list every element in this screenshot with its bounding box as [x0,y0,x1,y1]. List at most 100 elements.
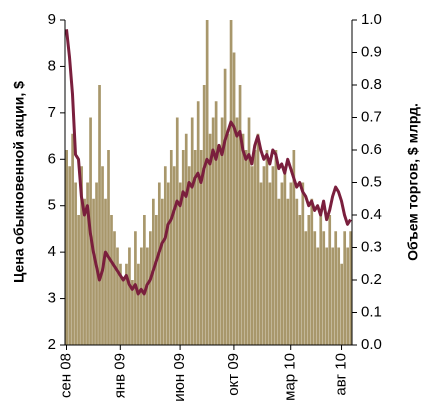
bar [92,198,95,345]
bar [328,215,332,345]
bar [205,20,209,345]
y2-tick-label: 0.4 [361,206,382,223]
bar [241,133,245,345]
bar [331,247,335,345]
bar [71,133,74,345]
y2-tick-label: 0.5 [361,173,382,190]
bar [166,182,170,345]
bar [116,247,119,345]
bar [310,198,314,345]
bar [80,166,83,345]
bar [265,150,269,345]
x-tick-label: сен 08 [57,353,74,398]
bar [295,198,299,345]
bar [283,166,287,345]
bar [113,231,116,345]
bar [184,133,188,345]
bar [289,182,293,345]
bar [187,166,191,345]
bar [226,133,230,345]
bar [268,182,272,345]
bar [140,247,143,345]
bar [110,215,113,345]
bar [253,150,257,345]
bar [337,247,341,345]
bar [190,117,194,345]
bar [65,150,68,345]
price-line [65,29,352,296]
x-tick-label: мар 10 [282,353,299,401]
bar [304,231,308,345]
bar [68,166,71,345]
y-tick-label: 5 [48,197,56,214]
bar [196,101,200,345]
y-tick-label: 2 [48,336,56,353]
bar [101,166,104,345]
bar [178,182,182,345]
bar [86,182,89,345]
x-tick-label: окт 09 [225,353,242,396]
bar [220,117,224,345]
bar [154,215,158,345]
bar [274,150,278,345]
bar [128,247,131,345]
bar [83,198,86,345]
bar [157,182,161,345]
y2-tick-label: 1.0 [361,11,382,28]
bar [149,231,152,345]
bar [104,198,107,345]
bar [163,166,167,345]
y2-tick-label: 0.2 [361,271,382,288]
bar [107,150,110,345]
bar [325,247,329,345]
bar [98,85,101,345]
bar [125,263,128,345]
bar [199,150,203,345]
bar [298,215,302,345]
bar [340,263,344,345]
y2-tick-label: 0.0 [361,336,382,353]
bar [247,117,251,345]
bar [301,182,305,345]
bar [229,20,233,345]
bar [250,166,254,345]
bar [238,85,242,345]
bar [232,52,236,345]
y-tick-label: 9 [48,11,56,28]
x-tick-label: авг 10 [333,353,350,396]
bar [346,247,350,345]
bar [223,68,227,345]
bar [262,166,266,345]
bar [74,182,77,345]
bar [202,85,206,345]
bar [343,231,347,345]
bar [217,150,221,345]
y2-axis-label: Объем торгов, $ млрд. [405,103,421,261]
bar [280,182,284,345]
bar [277,198,281,345]
bar [175,117,179,345]
x-tick-label: янв 09 [111,353,128,398]
y2-tick-label: 0.6 [361,141,382,158]
bar [259,182,263,345]
bar [214,101,218,345]
bar [286,198,290,345]
bar [334,231,338,345]
bar [313,231,317,345]
bar [322,231,326,345]
y2-tick-label: 0.8 [361,76,382,93]
bar [244,150,248,345]
bar [131,280,134,345]
bar [193,150,197,345]
y-tick-label: 6 [48,150,56,167]
bar [319,215,323,345]
y-tick-label: 3 [48,290,56,307]
y2-tick-label: 0.7 [361,108,382,125]
bar [211,117,215,345]
bar [77,215,80,345]
bar [169,150,173,345]
bar [137,263,140,345]
y2-tick-label: 0.9 [361,43,382,60]
bar [349,231,352,345]
